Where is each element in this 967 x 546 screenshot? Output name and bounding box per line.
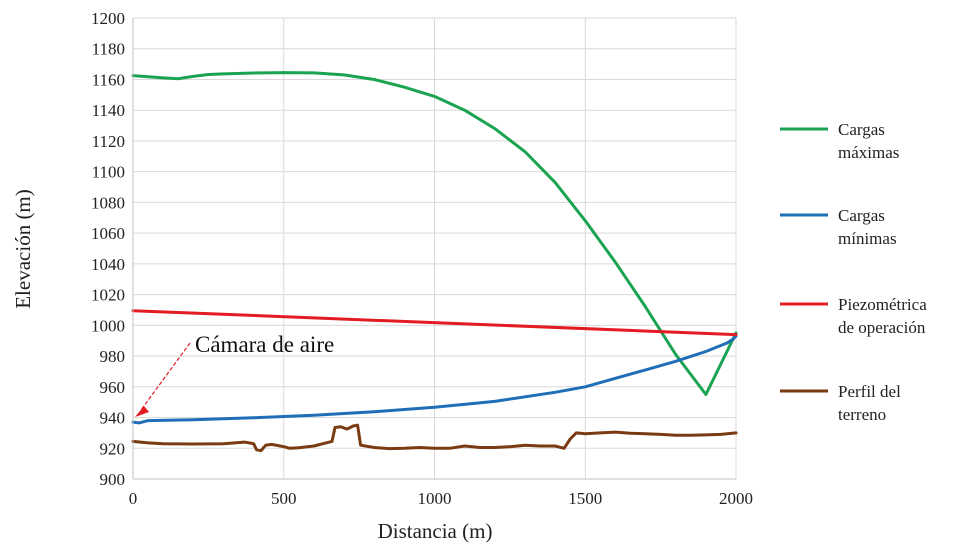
series-line-3 — [131, 309, 738, 337]
legend: Cargas máximas Cargas mínimas Piezométrica de… — [780, 120, 927, 424]
y-tick-label: 1100 — [92, 163, 125, 182]
x-tick-label: 2000 — [719, 489, 753, 508]
annotation-label: Cámara de aire — [195, 332, 334, 357]
y-tick-label: 1060 — [91, 224, 125, 243]
tick-labels: 900 920 940 960 980 1000 1020 1040 1060 1080 1100 1… — [91, 9, 753, 508]
y-tick-label: 1020 — [91, 286, 125, 305]
y-tick-label: 1000 — [91, 316, 125, 335]
legend-label: Cargas — [838, 206, 885, 225]
legend-label: de operación — [838, 318, 926, 337]
y-axis-title: Elevación (m) — [11, 189, 35, 309]
annotation-arrowhead-icon — [135, 406, 149, 417]
y-tick-label: 920 — [100, 439, 126, 458]
y-tick-label: 1120 — [92, 132, 125, 151]
legend-label: máximas — [838, 143, 899, 162]
y-tick-label: 1160 — [92, 70, 125, 89]
legend-label: Piezométrica — [838, 295, 927, 314]
series-line-4 — [131, 423, 738, 453]
y-tick-label: 980 — [100, 347, 126, 366]
series-lines — [131, 71, 738, 453]
series-line-2 — [131, 334, 738, 425]
legend-label: Perfil del — [838, 382, 901, 401]
grid — [132, 17, 737, 480]
y-tick-label: 1080 — [91, 193, 125, 212]
legend-label: mínimas — [838, 229, 897, 248]
y-tick-label: 940 — [100, 409, 126, 428]
legend-label: Cargas — [838, 120, 885, 139]
y-tick-label: 1040 — [91, 255, 125, 274]
y-tick-label: 900 — [100, 470, 126, 489]
y-tick-label: 1140 — [92, 101, 125, 120]
series-line-1 — [131, 71, 738, 396]
annotation: Cámara de aire — [135, 332, 334, 417]
axes — [132, 18, 736, 480]
x-tick-label: 1500 — [568, 489, 602, 508]
y-tick-label: 960 — [100, 378, 126, 397]
x-axis-title: Distancia (m) — [378, 519, 493, 543]
annotation-arrow-line — [140, 342, 191, 411]
legend-label: terreno — [838, 405, 886, 424]
y-tick-label: 1180 — [92, 40, 125, 59]
x-tick-label: 0 — [129, 489, 138, 508]
x-tick-label: 1000 — [418, 489, 452, 508]
x-tick-label: 500 — [271, 489, 297, 508]
y-tick-label: 1200 — [91, 9, 125, 28]
